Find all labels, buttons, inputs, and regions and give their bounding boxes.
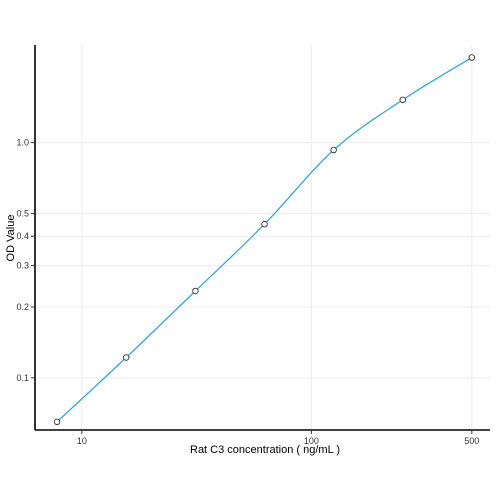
x-tick-label: 10 [77, 436, 87, 446]
y-tick-label: 1.0 [16, 138, 29, 148]
fit-curve [56, 56, 473, 423]
data-point [261, 220, 268, 228]
y-tick-label: 0.1 [16, 373, 29, 383]
data-point [122, 354, 130, 361]
y-tick-label: 0.4 [16, 231, 29, 241]
data-point [330, 146, 337, 154]
y-tick-label: 0.2 [16, 302, 29, 312]
y-axis-title: OD Value [5, 215, 17, 262]
x-tick-label: 500 [464, 436, 479, 446]
data-point [53, 418, 61, 426]
data-point [468, 54, 476, 61]
gridlines [35, 45, 490, 430]
series-layer [53, 54, 476, 426]
y-tick-label: 0.5 [16, 208, 29, 218]
axes [34, 45, 490, 431]
y-tick-label: 0.3 [16, 261, 29, 271]
data-point [399, 96, 406, 104]
ticks: 10 100 500 0.1 0.2 0.3 0.4 0.5 1.0 [16, 138, 479, 446]
x-tick-label: 100 [304, 436, 319, 446]
data-point [192, 287, 199, 295]
x-axis-title: Rat C3 concentration ( ng/mL ) [190, 444, 340, 456]
